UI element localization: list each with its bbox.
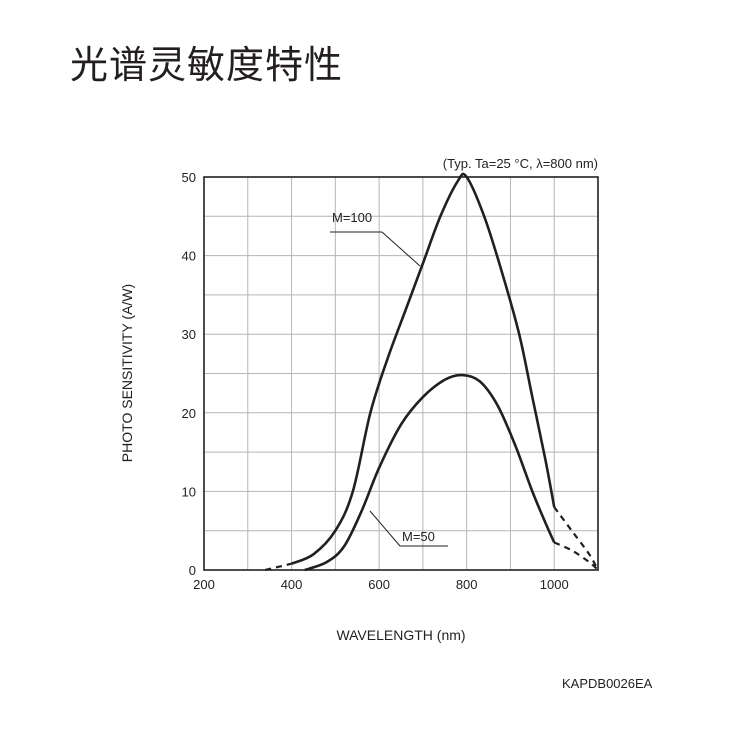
- x-tick-label: 1000: [540, 577, 569, 592]
- series-line-dashed-m-100: [265, 562, 292, 572]
- annotation-label-m-50: M=50: [402, 529, 435, 544]
- series-line-tail-m-50: [553, 541, 599, 571]
- x-tick-label: 800: [456, 577, 478, 592]
- x-tick-label: 400: [281, 577, 303, 592]
- y-tick-label: 0: [189, 563, 196, 578]
- annotation-leader-m-100: [381, 231, 421, 267]
- x-tick-label: 600: [368, 577, 390, 592]
- annotation-leader-m-50: [369, 510, 401, 547]
- annotation-label-m-100: M=100: [332, 210, 372, 225]
- y-axis-label: PHOTO SENSITIVITY (A/W): [119, 284, 135, 462]
- condition-note: (Typ. Ta=25 °C, λ=800 nm): [443, 156, 598, 171]
- figure-code: KAPDB0026EA: [562, 676, 653, 691]
- series-line-m-100: [291, 172, 556, 565]
- y-tick-label: 10: [182, 484, 196, 499]
- plot-frame: [203, 176, 599, 571]
- chart-series: [265, 172, 599, 572]
- y-tick-label: 40: [182, 249, 196, 264]
- x-tick-label: 200: [193, 577, 215, 592]
- y-tick-label: 30: [182, 327, 196, 342]
- x-axis-label: WAVELENGTH (nm): [336, 627, 465, 643]
- y-tick-label: 50: [182, 170, 196, 185]
- page-title: 光谱灵敏度特性: [70, 43, 344, 87]
- y-tick-label: 20: [182, 406, 196, 421]
- chart-annotations: M=100 M=50: [330, 210, 448, 547]
- chart-grid: [204, 177, 598, 570]
- x-axis-ticks: 200 400 600 800 1000: [193, 577, 569, 592]
- series-line-tail-m-100: [553, 506, 599, 571]
- series-line-m-50: [304, 373, 556, 572]
- y-axis-ticks: 0 10 20 30 40 50: [182, 170, 196, 578]
